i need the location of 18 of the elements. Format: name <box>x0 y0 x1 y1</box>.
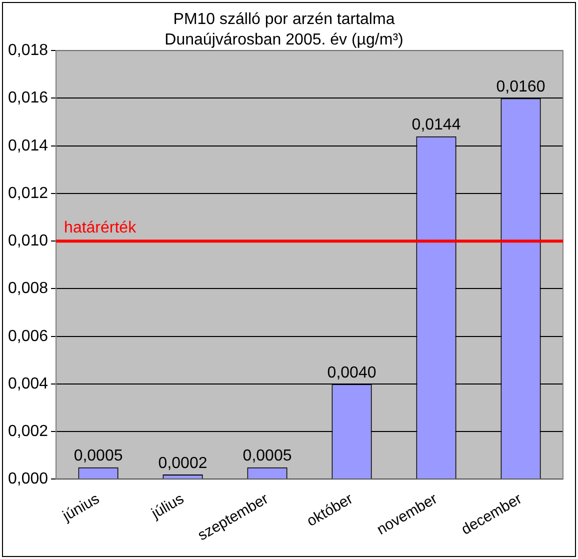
y-tick-label: 0,006 <box>8 328 48 345</box>
data-label: 0,0144 <box>412 116 461 134</box>
y-tick-label: 0,004 <box>8 375 48 392</box>
data-label: 0,0005 <box>74 448 123 465</box>
y-tick-label: 0,018 <box>8 42 48 60</box>
ref-line-label: határérték <box>64 220 138 237</box>
y-tick-label: 0,014 <box>8 137 48 154</box>
y-tick-label: 0,016 <box>8 90 48 107</box>
data-label: 0,0040 <box>327 364 376 382</box>
chart-title: PM10 szálló por arzén tartalma Dunaújvárosban 2005. év (µg/m³) <box>164 10 404 49</box>
y-tick-label: 0,002 <box>8 423 48 440</box>
data-label: 0,0002 <box>158 454 208 472</box>
data-label: 0,0005 <box>242 448 292 465</box>
y-tick-label: 0,008 <box>8 280 48 298</box>
y-tick-label: 0,010 <box>8 232 48 250</box>
y-tick-label: 0,012 <box>8 184 48 202</box>
y-tick-label: 0,000 <box>8 470 48 488</box>
data-label: 0,0160 <box>496 78 546 96</box>
